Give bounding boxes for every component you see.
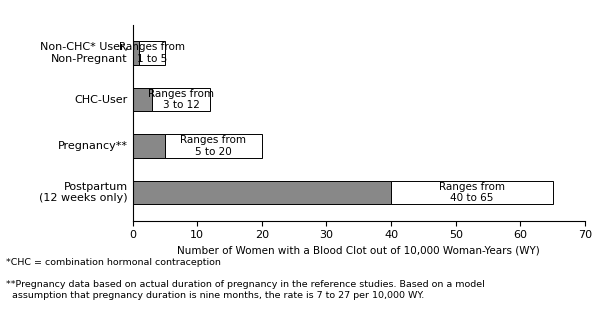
- Text: Ranges from
5 to 20: Ranges from 5 to 20: [180, 135, 247, 157]
- Bar: [139, 42, 165, 65]
- Bar: [133, 181, 391, 204]
- Bar: [152, 88, 210, 111]
- Text: Ranges from
40 to 65: Ranges from 40 to 65: [439, 182, 505, 203]
- Bar: [165, 135, 262, 158]
- Text: **Pregnancy data based on actual duration of pregnancy in the reference studies.: **Pregnancy data based on actual duratio…: [6, 280, 485, 300]
- Text: Ranges from
3 to 12: Ranges from 3 to 12: [148, 89, 214, 110]
- Text: *CHC = combination hormonal contraception: *CHC = combination hormonal contraceptio…: [6, 258, 221, 267]
- Bar: [391, 181, 552, 204]
- Bar: [133, 135, 165, 158]
- Bar: [133, 42, 139, 65]
- Text: Ranges from
1 to 5: Ranges from 1 to 5: [119, 42, 185, 64]
- X-axis label: Number of Women with a Blood Clot out of 10,000 Woman-Years (WY): Number of Women with a Blood Clot out of…: [177, 246, 540, 256]
- Bar: [133, 88, 152, 111]
